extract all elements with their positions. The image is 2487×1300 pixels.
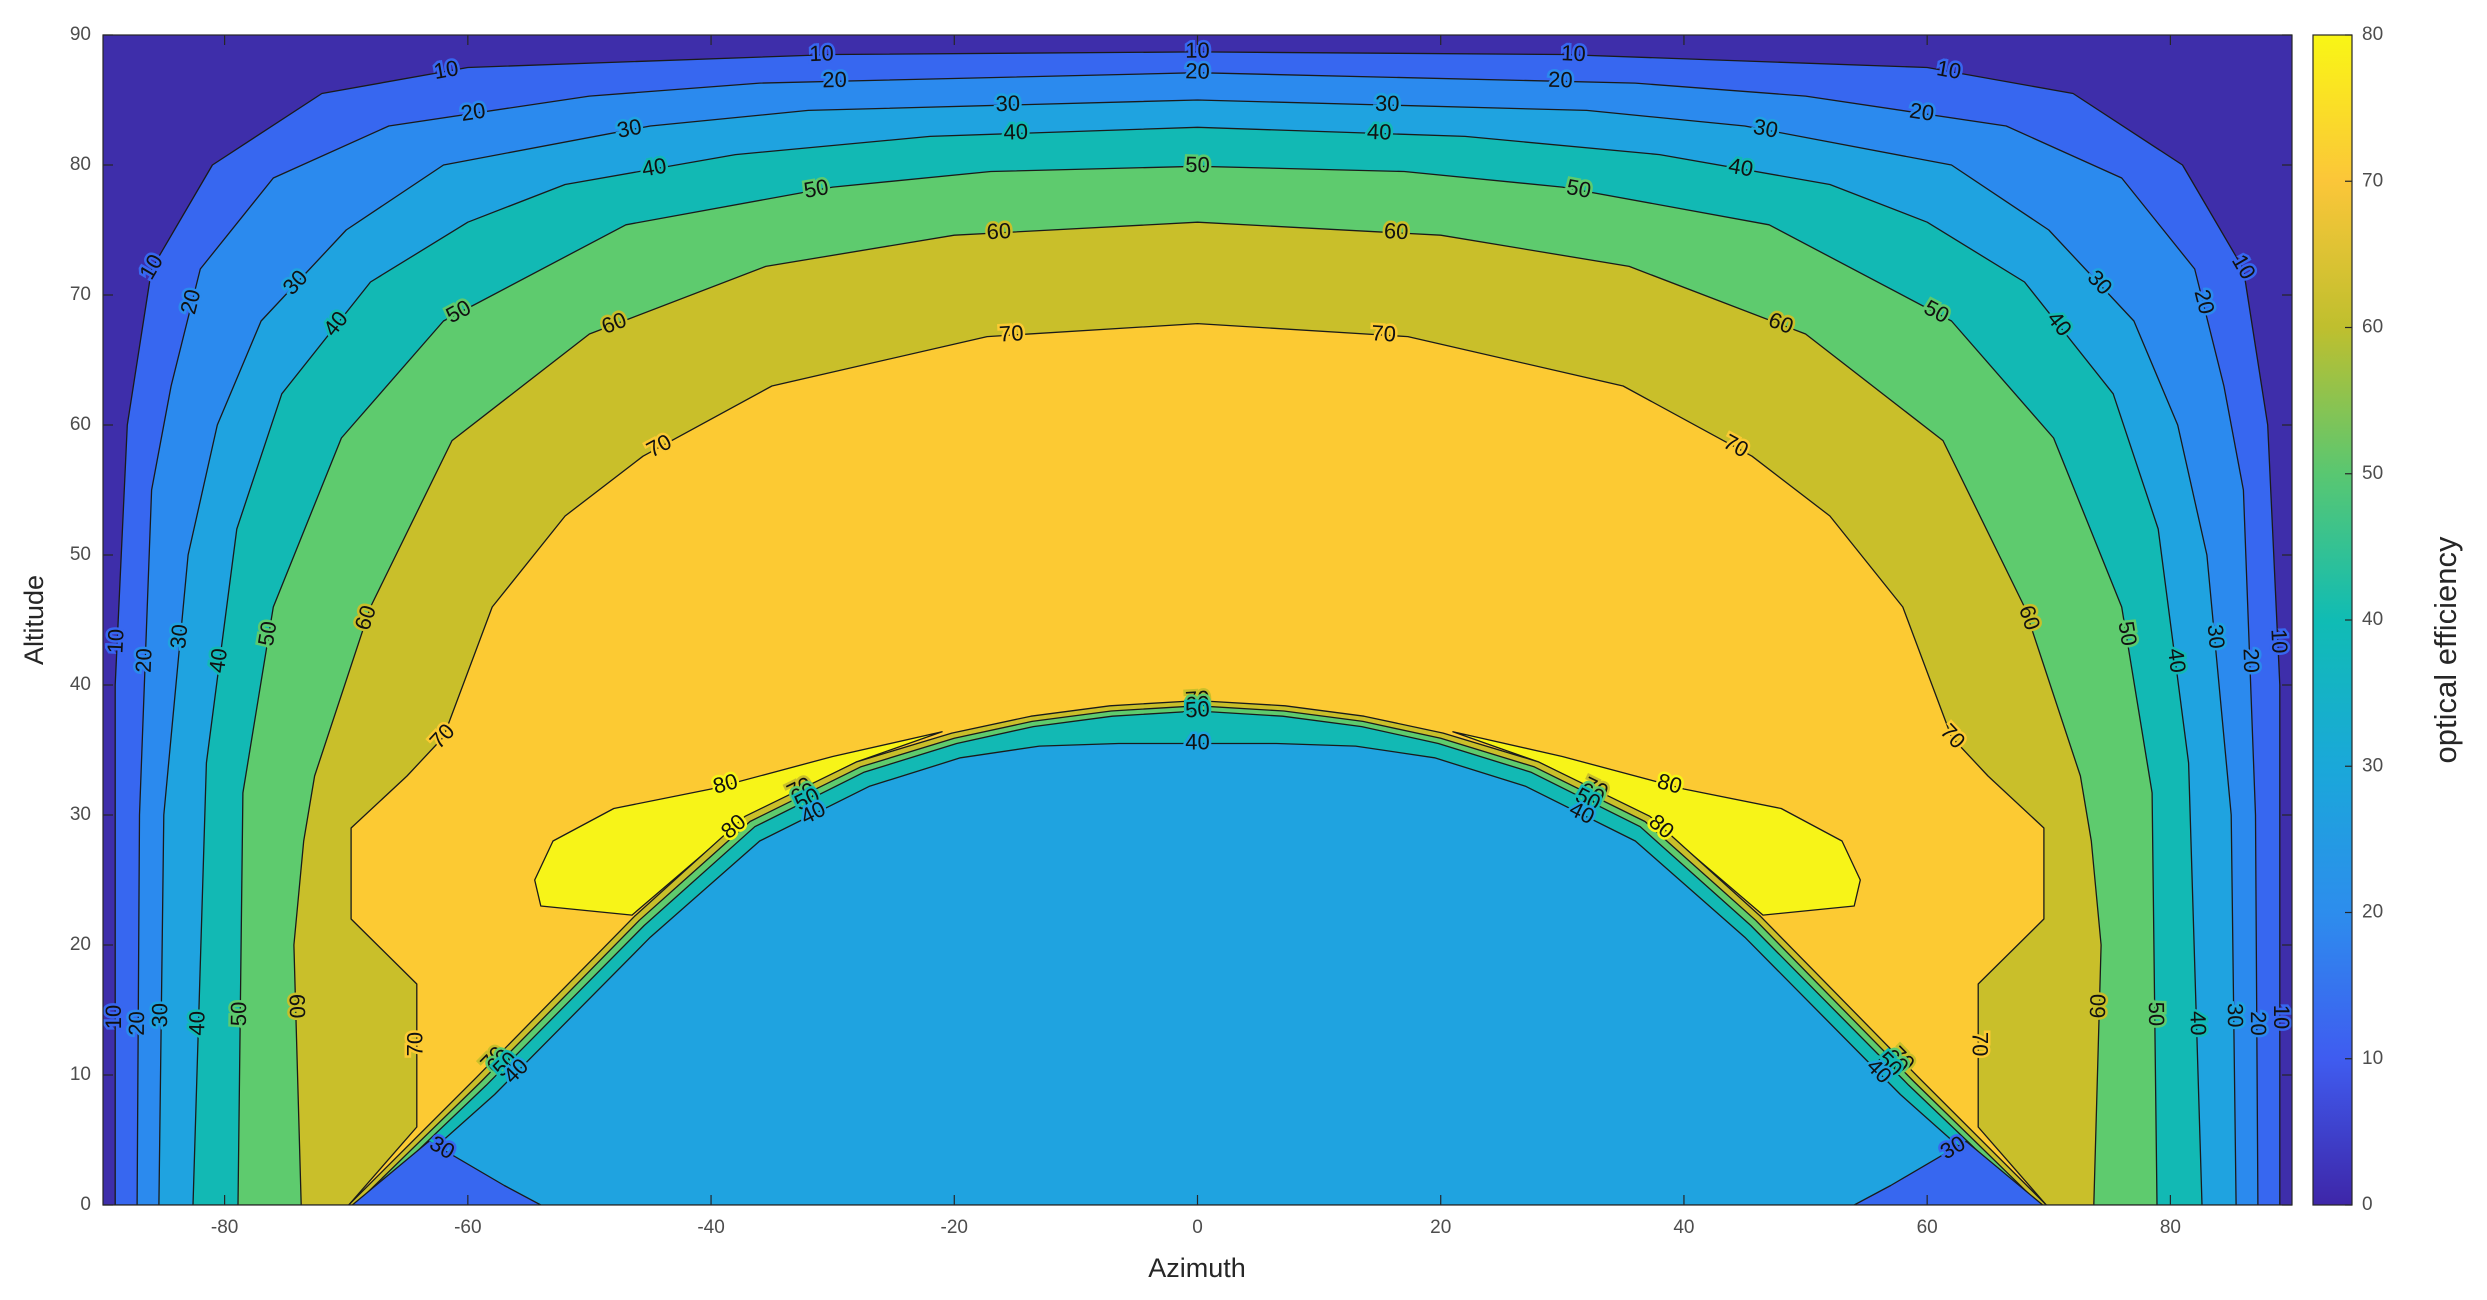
contour-label: 20 xyxy=(131,648,157,673)
contour-label: 70 xyxy=(403,1032,428,1056)
colorbar-tick-label: 60 xyxy=(2362,317,2383,338)
contour-label: 70 xyxy=(1184,686,1210,712)
y-tick-label: 80 xyxy=(70,154,91,175)
axes: -80 -60 -40 -20 0 20 40 60 800102030405060708090… xyxy=(70,24,2383,1238)
y-tick-label: 30 xyxy=(70,804,91,825)
colorbar-tick-label: 80 xyxy=(2362,24,2383,45)
y-tick-label: 50 xyxy=(70,544,91,565)
contour-label: 60 xyxy=(1184,691,1210,717)
contour-region xyxy=(351,1140,542,1205)
contour-label: 20 xyxy=(822,67,847,93)
y-tick-label: 0 xyxy=(80,1194,91,1215)
colorbar-tick-label: 30 xyxy=(2362,755,2383,776)
contour-label: 50 xyxy=(226,1001,251,1026)
contour-label: 40 xyxy=(2163,647,2191,675)
contour-label: 10 xyxy=(1935,55,1963,84)
contour-label: 20 xyxy=(1908,98,1936,126)
contour-label: 60 xyxy=(2085,994,2111,1019)
colorbar-tick-label: 0 xyxy=(2362,1194,2373,1215)
contour-label: 20 xyxy=(124,1011,149,1036)
contour-label: 10 xyxy=(1561,40,1586,66)
contour-region xyxy=(369,742,2026,1205)
contour-label: 60 xyxy=(1383,218,1409,244)
y-tick-label: 60 xyxy=(70,414,91,435)
x-tick-label: -80 xyxy=(211,1217,238,1238)
contour-label: 50 xyxy=(1565,174,1594,203)
contour-label: 10 xyxy=(2269,1005,2294,1029)
colorbar-tick-label: 70 xyxy=(2362,170,2383,191)
contour-label: 30 xyxy=(2203,623,2230,650)
y-tick-label: 10 xyxy=(70,1064,91,1085)
x-axis-label: Azimuth xyxy=(1148,1253,1246,1283)
contour-label: 60 xyxy=(284,994,310,1019)
x-tick-label: -60 xyxy=(454,1217,481,1238)
contour-label: 10 xyxy=(2266,628,2292,654)
contour-label: 30 xyxy=(147,1003,172,1028)
contour-label: 20 xyxy=(1548,67,1573,93)
y-axis-label: Altitude xyxy=(19,575,49,665)
contour-label: 40 xyxy=(1003,119,1028,145)
contour-label: 40 xyxy=(204,647,232,675)
contour-label: 20 xyxy=(459,98,487,126)
contour-label: 30 xyxy=(2223,1003,2248,1028)
contour-label: 10 xyxy=(809,40,834,66)
contour-label: 50 xyxy=(253,619,282,647)
contour-label: 40 xyxy=(1727,153,1755,182)
contour-label: 30 xyxy=(165,623,192,650)
contour-label: 70 xyxy=(998,320,1024,346)
colorbar-tick-label: 20 xyxy=(2362,902,2383,923)
x-tick-label: 0 xyxy=(1192,1217,1203,1238)
contour-label: 50 xyxy=(1185,152,1210,178)
contour-label: 50 xyxy=(2113,619,2142,647)
contour-label: 60 xyxy=(986,218,1012,244)
contour-label: 40 xyxy=(2185,1011,2211,1036)
contour-label: 10 xyxy=(101,1005,126,1029)
contour-label: 40 xyxy=(640,153,668,182)
x-tick-label: -40 xyxy=(697,1217,724,1238)
contour-label: 40 xyxy=(1185,729,1209,754)
contour-label: 20 xyxy=(2238,648,2264,673)
x-tick-label: 40 xyxy=(1673,1217,1694,1238)
y-tick-label: 40 xyxy=(70,674,91,695)
contour-label: 50 xyxy=(802,174,831,203)
colorbar-label: optical efficiency xyxy=(2428,536,2463,763)
contour-label: 30 xyxy=(1751,114,1780,143)
contour-label: 10 xyxy=(432,55,460,84)
y-tick-label: 70 xyxy=(70,284,91,305)
x-tick-label: 80 xyxy=(2160,1217,2181,1238)
contour-label: 40 xyxy=(1367,119,1392,145)
contour-label: 70 xyxy=(1371,320,1397,346)
x-tick-label: -20 xyxy=(941,1217,968,1238)
colorbar-tick-label: 10 xyxy=(2362,1048,2383,1069)
contour-label: 70 xyxy=(1967,1032,1992,1056)
colorbar-tick-label: 50 xyxy=(2362,463,2383,484)
contour-label: 50 xyxy=(2144,1001,2169,1026)
contour-label: 30 xyxy=(995,91,1020,117)
contour-label: 30 xyxy=(1375,91,1400,117)
contour-label: 40 xyxy=(184,1011,210,1036)
contour-label: 50 xyxy=(1184,696,1210,722)
y-tick-label: 20 xyxy=(70,934,91,955)
contour-label: 20 xyxy=(1185,58,1210,84)
contour-label: 20 xyxy=(2246,1011,2271,1036)
contour-region xyxy=(1853,1140,2044,1205)
colorbar-tick-label: 40 xyxy=(2362,609,2383,630)
x-tick-label: 20 xyxy=(1430,1217,1451,1238)
x-tick-label: 60 xyxy=(1917,1217,1938,1238)
y-tick-label: 90 xyxy=(70,24,91,45)
contour-label: 10 xyxy=(102,628,128,654)
contour-label: 30 xyxy=(615,114,644,143)
